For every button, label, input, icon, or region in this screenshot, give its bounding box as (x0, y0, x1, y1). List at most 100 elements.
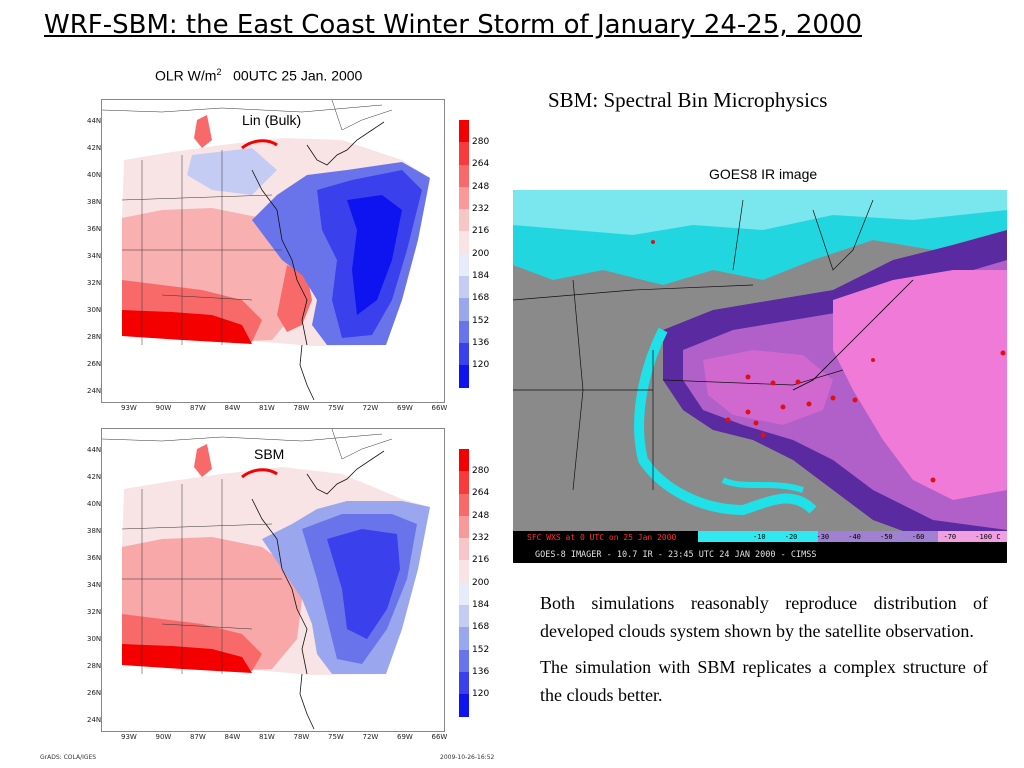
colorbar-segment: 120 (459, 671, 489, 699)
longitude-label: 81W (259, 733, 275, 741)
longitude-label: 84W (224, 404, 241, 412)
longitude-label: 93W (121, 404, 137, 412)
sbm-map (102, 429, 444, 731)
colorbar-tick-label: 216 (472, 555, 490, 566)
sfc-weather-dots (651, 240, 1006, 483)
colorbar-segment: 264 (459, 142, 489, 169)
colorbar-segment: 184 (459, 253, 489, 281)
colorbar-segment: 184 (459, 582, 489, 610)
longitude-label: 84W (224, 733, 241, 741)
colorbar-segment (459, 694, 489, 717)
latitude-label: 42N (87, 473, 102, 481)
latitude-label: 34N (87, 581, 102, 589)
longitude-label: 93W (121, 733, 137, 741)
olr-caption: OLR W/m2 00UTC 25 Jan. 2000 (155, 67, 362, 84)
latitude-label: 44N (87, 446, 102, 454)
colorbar-segment: 168 (459, 276, 489, 303)
colorbar-segment: 248 (459, 164, 489, 192)
latitude-label: 28N (87, 662, 102, 670)
latitude-label: 38N (87, 527, 102, 535)
colorbar-tick-label: 280 (472, 137, 490, 148)
colorbar-tick-label: 248 (472, 181, 490, 192)
colorbar-tick-label: 184 (472, 599, 490, 610)
longitude-label: 75W (328, 733, 344, 741)
colorbar-segment: 200 (459, 231, 489, 259)
longitude-label: 90W (155, 404, 172, 412)
colorbar-tick-label: 152 (472, 644, 490, 655)
description: Both simulations reasonably reproduce di… (540, 589, 988, 717)
latitude-label: 44N (87, 117, 102, 125)
longitude-label: 78W (293, 733, 310, 741)
longitude-label: 81W (259, 404, 275, 412)
goes8-ir-map (513, 190, 1007, 563)
latitude-label: 42N (87, 144, 102, 152)
ir-scale-tick: -100 C (975, 533, 1001, 541)
colorbar-tick-label: 280 (472, 466, 490, 477)
longitude-label: 87W (190, 404, 206, 412)
latitude-label: 26N (87, 689, 102, 697)
lin-bulk-label: Lin (Bulk) (242, 112, 302, 128)
footer-left: GrADS: COLA/IGES (40, 754, 97, 761)
colorbar-tick-label: 232 (472, 533, 490, 544)
longitude-label: 66W (431, 733, 448, 741)
colorbar-tick-label: 136 (472, 337, 490, 348)
longitude-label: 72W (362, 404, 379, 412)
colorbar-segment: 280 (459, 449, 489, 476)
colorbar-segment (459, 365, 489, 388)
colorbar-tick-label: 120 (472, 360, 490, 371)
colorbar-segment: 152 (459, 627, 489, 655)
latitude-label: 32N (87, 279, 102, 287)
colorbar-segment: 232 (459, 186, 489, 214)
colorbar-tick-label: 200 (472, 248, 490, 259)
colorbar-tick-label: 232 (472, 204, 490, 215)
latitude-label: 40N (87, 171, 102, 179)
footer-right: 2009-10-26-16:52 (440, 754, 495, 761)
colorbar-segment: 264 (459, 471, 489, 498)
longitude-label: 75W (328, 404, 344, 412)
ir-scale-tick: -40 (848, 533, 861, 541)
sfc-wx-label: SFC WXS at 0 UTC on 25 Jan 2000 (527, 533, 677, 542)
latitude-label: 30N (87, 306, 102, 314)
latitude-label: 24N (87, 716, 102, 724)
olr-unit: OLR W/m (155, 67, 217, 84)
olr-colorbar-lin: 280 264 248 232 216 200 184 168 152 136 120 (459, 120, 489, 388)
lin-bulk-map (102, 100, 444, 402)
colorbar-segment: 168 (459, 605, 489, 632)
colorbar-tick-label: 120 (472, 689, 490, 700)
colorbar-tick-label: 168 (472, 622, 490, 633)
ir-scale-tick: -30 (816, 533, 830, 541)
description-paragraph-2: The simulation with SBM replicates a com… (540, 657, 988, 705)
latitude-label: 26N (87, 360, 102, 368)
olr-unit-exponent: 2 (216, 67, 222, 77)
colorbar-segment: 200 (459, 560, 489, 588)
colorbar-tick-label: 264 (472, 159, 490, 170)
latitude-label: 28N (87, 333, 102, 341)
sbm-panel: SBM (101, 428, 445, 732)
description-paragraph-1: Both simulations reasonably reproduce di… (540, 593, 988, 641)
sbm-heading: SBM: Spectral Bin Microphysics (548, 88, 828, 112)
colorbar-tick-label: 152 (472, 315, 490, 326)
colorbar-segment: 152 (459, 298, 489, 326)
colorbar-tick-label: 264 (472, 488, 490, 499)
sbm-label: SBM (254, 446, 285, 462)
longitude-label: 87W (190, 733, 206, 741)
olr-colorbar-sbm: 280 264 248 232 216 200 184 168 152 136 120 (459, 449, 489, 717)
slide-title: WRF-SBM: the East Coast Winter Storm of … (44, 10, 863, 40)
colorbar-segment: 248 (459, 493, 489, 521)
longitude-label: 66W (431, 404, 448, 412)
olr-time: 00UTC 25 Jan. 2000 (233, 67, 363, 84)
latitude-label: 32N (87, 608, 102, 616)
ir-scale-tick: -70 (943, 533, 957, 541)
ir-scale-tick: -10 (753, 533, 766, 541)
latitude-label: 40N (87, 500, 102, 508)
longitude-label: 78W (293, 404, 310, 412)
colorbar-tick-label: 136 (472, 666, 490, 677)
longitude-label: 90W (155, 733, 172, 741)
colorbar-tick-label: 216 (472, 226, 490, 237)
colorbar-segment: 216 (459, 538, 489, 565)
ir-scale-tick: -60 (911, 533, 925, 541)
colorbar-segment: 136 (459, 320, 489, 348)
goes8-ir-image: SFC WXS at 0 UTC on 25 Jan 2000 -10 -20 -3… (513, 190, 1007, 563)
colorbar-segment: 280 (459, 120, 489, 147)
colorbar-segment: 216 (459, 209, 489, 236)
